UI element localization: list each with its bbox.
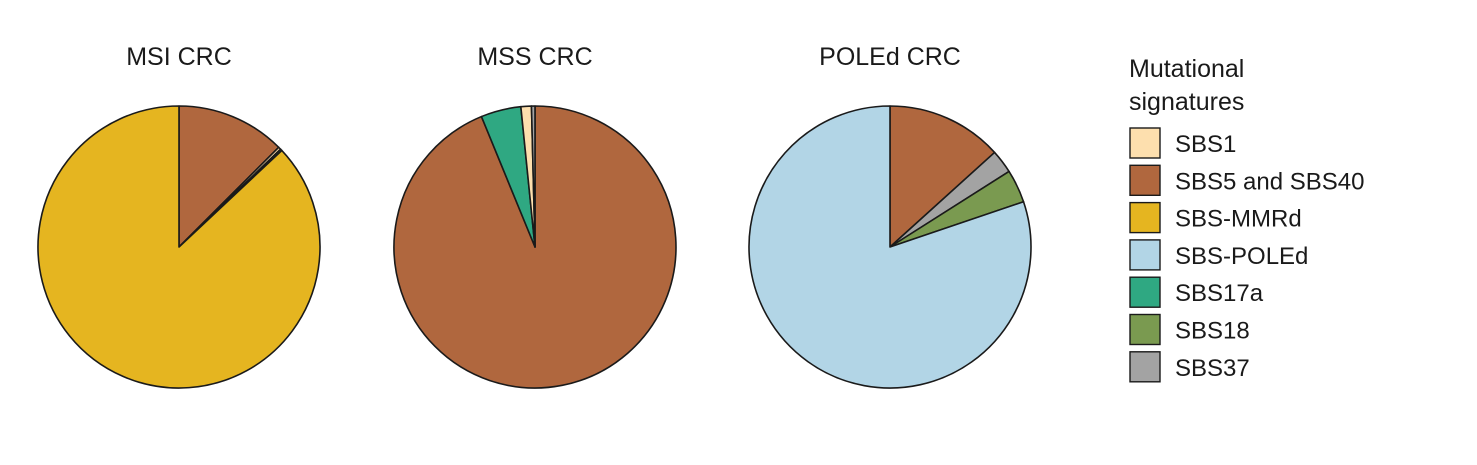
legend-title-line1: Mutational: [1129, 55, 1244, 83]
legend-swatch-sbs1: [1129, 127, 1161, 159]
legend-swatch-sbs37: [1129, 351, 1161, 383]
legend-items: SBS1 SBS5 and SBS40 SBS-MMRd SBS-POLEd SBS17…: [1129, 127, 1364, 383]
legend-swatch-sbs17a: [1129, 276, 1161, 308]
legend-label-sbs-poled: SBS-POLEd: [1175, 243, 1308, 270]
legend-swatch-sbs-poled: [1129, 239, 1161, 271]
legend-label-sbs5-and-sbs40: SBS5 and SBS40: [1175, 168, 1364, 195]
legend-item-sbs1: SBS1: [1129, 127, 1236, 159]
legend-item-sbs-mmrd: SBS-MMRd: [1129, 201, 1302, 234]
legend-title-line2: signatures: [1129, 88, 1244, 116]
legend-item-sbs37: SBS37: [1129, 351, 1250, 383]
legend-label-sbs1: SBS1: [1175, 131, 1236, 158]
legend-label-sbs-mmrd: SBS-MMRd: [1175, 206, 1302, 233]
legend-label-sbs18: SBS18: [1175, 318, 1250, 345]
pie-slices-poled: [748, 105, 1032, 389]
pie-slice-sbs-poled: [748, 105, 1032, 389]
legend-swatch-sbs18: [1129, 313, 1161, 346]
pie-chart-msi: MSI CRC: [37, 43, 321, 389]
pie-slice-sbs-mmrd: [37, 105, 321, 389]
pie-slices-mss: [393, 105, 677, 389]
legend-item-sbs-poled: SBS-POLEd: [1129, 239, 1308, 271]
pie-chart-poled: POLEd CRC: [748, 43, 1032, 389]
legend-item-sbs17a: SBS17a: [1129, 276, 1264, 308]
pie-slices-msi: [37, 105, 321, 389]
pie-title-msi: MSI CRC: [126, 43, 232, 71]
legend-label-sbs37: SBS37: [1175, 355, 1250, 382]
legend-item-sbs5-and-sbs40: SBS5 and SBS40: [1129, 164, 1364, 197]
pie-title-poled: POLEd CRC: [819, 43, 961, 71]
legend-swatch-sbs5-and-sbs40: [1129, 164, 1161, 197]
legend: Mutational signatures SBS1 SBS5 and SBS40…: [1129, 55, 1364, 383]
pie-slice-sbs5-and-sbs40: [178, 105, 280, 248]
legend-label-sbs17a: SBS17a: [1175, 280, 1264, 307]
pie-title-mss: MSS CRC: [477, 43, 592, 71]
legend-item-sbs18: SBS18: [1129, 313, 1250, 346]
pie-slice-sbs37: [530, 105, 536, 248]
pie-slice-sbs5-and-sbs40: [889, 105, 996, 248]
legend-swatch-sbs-mmrd: [1129, 201, 1161, 234]
pie-chart-mss: MSS CRC: [393, 43, 677, 389]
